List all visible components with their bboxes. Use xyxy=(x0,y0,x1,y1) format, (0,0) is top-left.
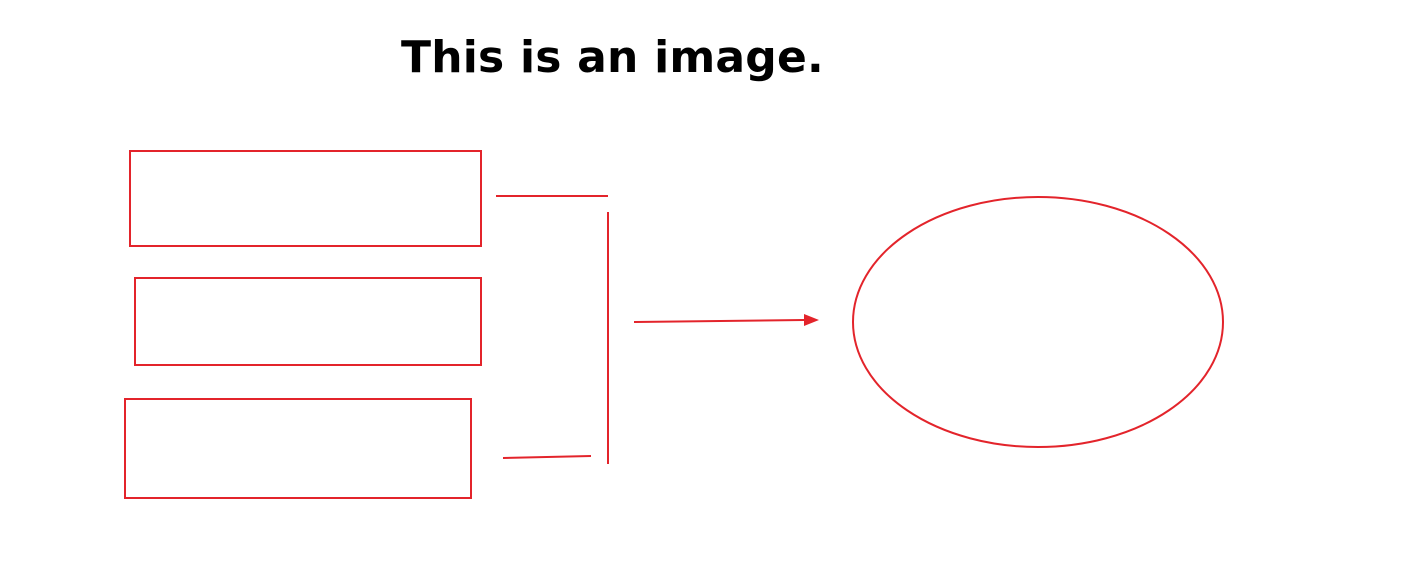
target-ellipse xyxy=(852,196,1224,448)
page-title: This is an image. xyxy=(401,32,824,83)
box-bottom xyxy=(124,398,472,499)
connector-bottom-line xyxy=(502,455,592,459)
arrow xyxy=(633,319,805,323)
box-top xyxy=(129,150,482,247)
box-middle xyxy=(134,277,482,366)
arrow-head xyxy=(804,314,819,326)
